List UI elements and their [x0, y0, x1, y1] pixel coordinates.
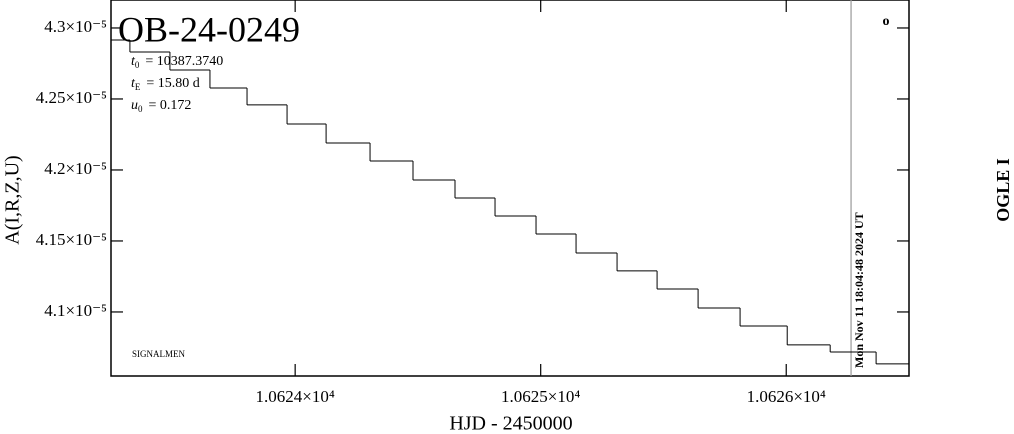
plot-frame: [110, 0, 910, 377]
param-symbol: u: [131, 98, 138, 113]
y-axis-label: A(I,R,Z,U): [2, 155, 24, 244]
right-label: OGLE I: [993, 158, 1013, 222]
x-tick-label: 1.0625×10⁴: [501, 387, 580, 406]
fit-parameter: tE = 15.80 d: [131, 76, 200, 92]
y-tick-label: 4.1×10⁻⁵: [44, 301, 107, 320]
param-subscript: 0: [135, 60, 140, 70]
x-tick-label: 1.0624×10⁴: [256, 387, 335, 406]
param-subscript: E: [135, 82, 141, 92]
param-symbol: t: [131, 54, 136, 69]
x-axis-label: HJD - 2450000: [449, 413, 572, 434]
param-subscript: 0: [138, 104, 143, 114]
y-tick-label: 4.25×10⁻⁵: [36, 88, 107, 107]
param-value: = 10387.3740: [145, 54, 223, 69]
y-tick-label: 4.3×10⁻⁵: [44, 17, 107, 36]
footnote: SIGNALMEN: [132, 349, 185, 359]
fit-parameter: u0 = 0.172: [131, 98, 191, 114]
x-tick-label: 1.0626×10⁴: [747, 387, 826, 406]
y-tick-label: 4.2×10⁻⁵: [44, 159, 107, 178]
param-symbol: t: [131, 76, 136, 91]
y-tick-label: 4.15×10⁻⁵: [36, 230, 107, 249]
param-value: = 0.172: [149, 98, 192, 113]
fit-parameter: t0 = 10387.3740: [131, 54, 223, 70]
corner-mark: o: [883, 14, 890, 29]
time-marker-label: Mon Nov 11 18:04:48 2024 UT: [852, 212, 866, 368]
param-value: = 15.80 d: [146, 76, 199, 91]
chart-title: OB-24-0249: [118, 9, 300, 49]
